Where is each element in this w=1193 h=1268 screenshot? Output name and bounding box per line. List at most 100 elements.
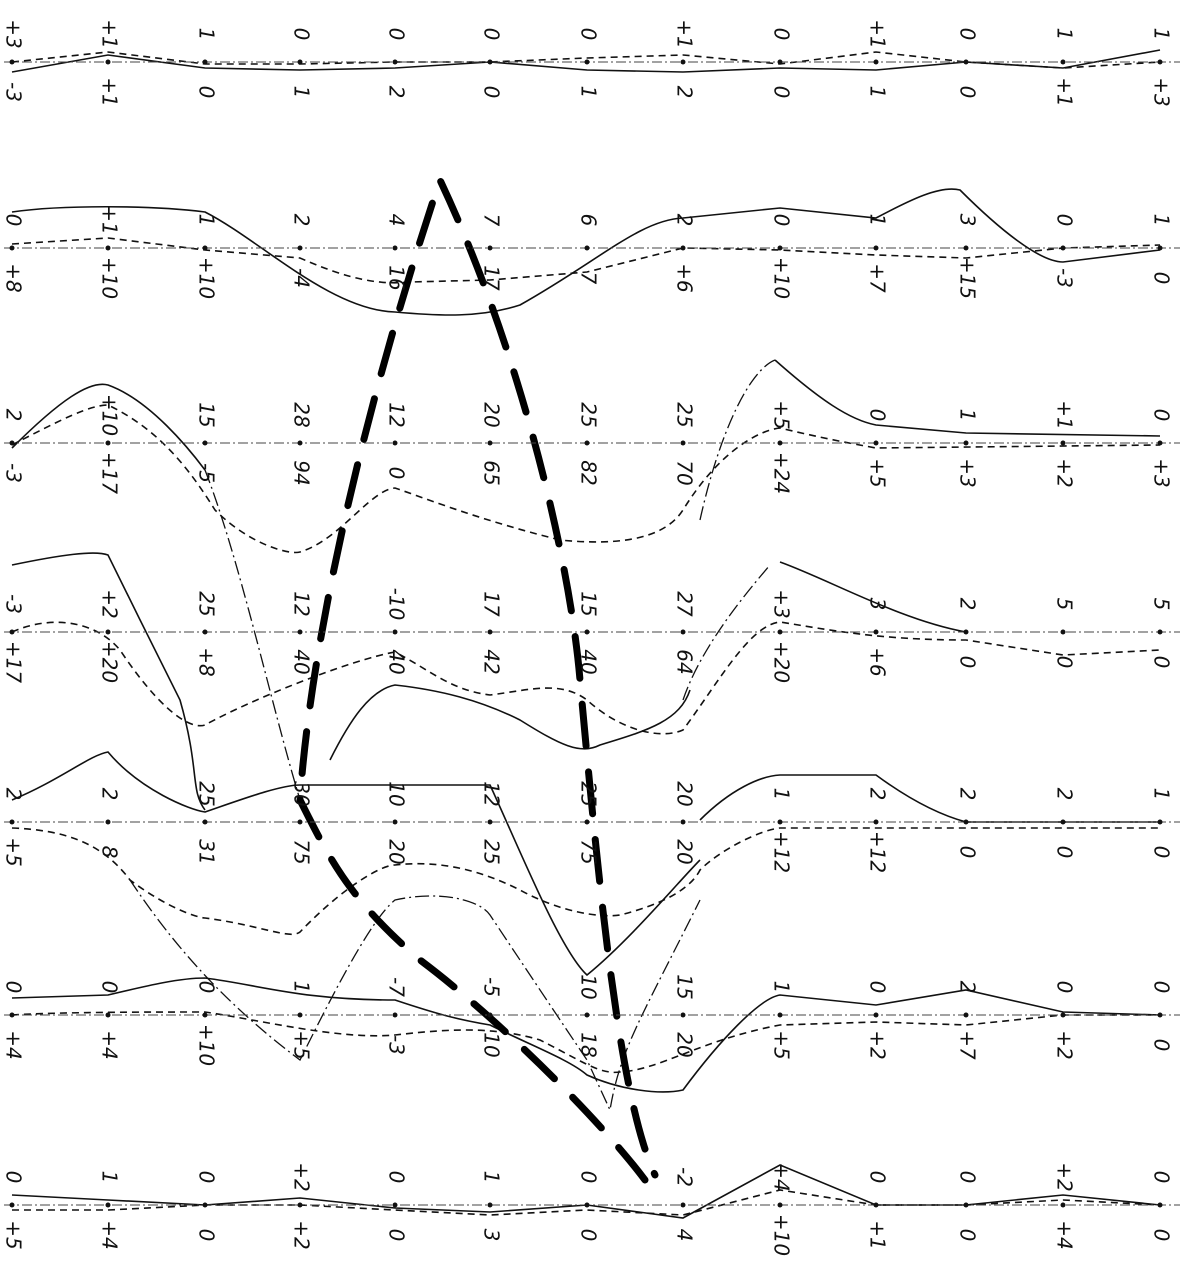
top-label: 2: [2, 409, 26, 422]
top-label: 0: [577, 28, 601, 41]
curve: [11, 188, 1161, 316]
curve: [11, 237, 1161, 284]
node: [297, 1202, 303, 1208]
node: [873, 59, 879, 65]
bottom-label: +8: [2, 263, 26, 292]
top-label: 0: [1150, 409, 1174, 422]
top-label: -3: [2, 594, 26, 614]
bottom-label: 1: [290, 86, 314, 99]
top-label: 0: [956, 28, 980, 41]
bottom-label: +8: [195, 647, 219, 676]
node: [487, 1202, 493, 1208]
top-label: 1: [98, 1171, 122, 1184]
bottom-label: 2: [385, 86, 409, 99]
bottom-label: 8: [98, 846, 122, 859]
node: [297, 245, 303, 251]
top-label: 6: [577, 214, 601, 227]
node: [777, 245, 783, 251]
bottom-label: 0: [195, 86, 219, 99]
top-label: 0: [1053, 981, 1077, 994]
curve: [11, 751, 701, 977]
node: [9, 440, 15, 446]
bottom-label: +15: [956, 257, 980, 299]
node: [487, 59, 493, 65]
curve: [11, 621, 1161, 735]
node: [9, 819, 15, 825]
curve: [329, 684, 691, 761]
bottom-label: +4: [98, 1030, 122, 1059]
top-label: 2: [956, 788, 980, 801]
top-label: +1: [98, 205, 122, 234]
top-label: 2: [1053, 788, 1077, 801]
bottom-label: +2: [866, 1030, 890, 1059]
bottom-label: +10: [770, 257, 794, 299]
node: [873, 629, 879, 635]
node: [9, 629, 15, 635]
top-label: 3: [956, 214, 980, 227]
top-label: +1: [673, 19, 697, 48]
top-label: 0: [1053, 214, 1077, 227]
top-label: 1: [1150, 214, 1174, 227]
bottom-label: +2: [1053, 1030, 1077, 1059]
node: [680, 1012, 686, 1018]
node: [1060, 1202, 1066, 1208]
bottom-label: 16: [385, 265, 409, 290]
bottom-label: 0: [1150, 1039, 1174, 1052]
top-label: 0: [770, 28, 794, 41]
curve: [204, 469, 301, 801]
top-label: 1: [956, 409, 980, 422]
bottom-label: +20: [98, 641, 122, 683]
node: [392, 440, 398, 446]
top-label: -5: [480, 977, 504, 997]
top-label: 15: [673, 974, 697, 999]
bottom-label: 20: [673, 1032, 697, 1057]
top-label: +2: [1053, 1162, 1077, 1191]
node: [105, 1012, 111, 1018]
node: [680, 440, 686, 446]
node: [297, 819, 303, 825]
bottom-label: +4: [98, 1220, 122, 1249]
bottom-label: 75: [290, 839, 314, 864]
node: [202, 819, 208, 825]
bottom-label: -3: [1053, 268, 1077, 288]
top-label: 0: [866, 409, 890, 422]
node: [1157, 1202, 1163, 1208]
node: [963, 1202, 969, 1208]
bottom-label: +12: [770, 831, 794, 873]
bottom-label: 40: [385, 649, 409, 674]
curve: [699, 774, 1160, 823]
bottom-label: 25: [480, 839, 504, 864]
top-label: 0: [956, 1171, 980, 1184]
node: [963, 819, 969, 825]
bottom-label: +17: [98, 452, 122, 494]
node: [1060, 819, 1066, 825]
node: [9, 1012, 15, 1018]
bottom-label: 0: [956, 656, 980, 669]
node: [777, 1012, 783, 1018]
top-label: 28: [290, 402, 314, 427]
top-label: 17: [480, 591, 504, 617]
top-label: 2: [98, 788, 122, 801]
top-label: 2: [2, 788, 26, 801]
node: [392, 245, 398, 251]
top-label: +2: [290, 1162, 314, 1191]
bottom-label: 18: [577, 1032, 601, 1057]
node: [202, 1202, 208, 1208]
top-label: 0: [770, 214, 794, 227]
node: [487, 629, 493, 635]
curve: [11, 404, 1161, 554]
bottom-label: 20: [385, 839, 409, 864]
bottom-label: 2: [673, 86, 697, 99]
bottom-label: 20: [673, 839, 697, 864]
curve: [11, 383, 206, 471]
bottom-label: 0: [195, 1229, 219, 1242]
top-label: 1: [195, 214, 219, 227]
bottom-label: 65: [480, 460, 504, 485]
top-label: +1: [1053, 400, 1077, 429]
bottom-label: 31: [195, 839, 219, 864]
top-label: 10: [577, 974, 601, 999]
top-label: 2: [956, 981, 980, 994]
bottom-label: 0: [956, 846, 980, 859]
node: [873, 1202, 879, 1208]
bottom-label: 70: [673, 460, 697, 485]
